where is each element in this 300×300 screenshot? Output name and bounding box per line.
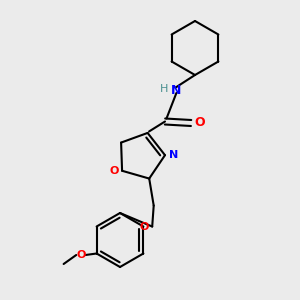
Text: O: O — [76, 250, 86, 260]
Text: O: O — [195, 116, 206, 130]
Text: O: O — [139, 222, 148, 232]
Text: N: N — [171, 83, 182, 97]
Text: H: H — [160, 83, 169, 94]
Text: O: O — [109, 166, 118, 176]
Text: N: N — [169, 150, 178, 160]
